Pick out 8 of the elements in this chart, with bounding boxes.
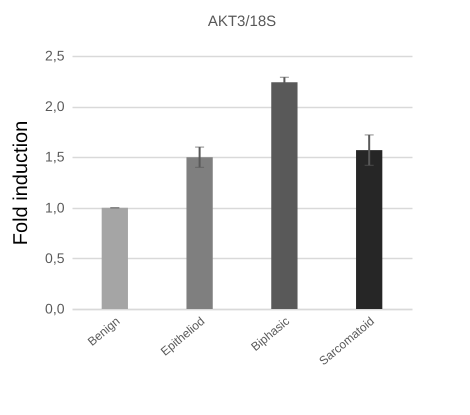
chart-title: AKT3/18S — [208, 13, 276, 30]
y-tick-label: 0,0 — [45, 300, 65, 316]
y-tick-label: 1,5 — [45, 148, 65, 165]
y-axis-title: Fold induction — [10, 120, 32, 246]
y-tick-label: 1,0 — [45, 199, 65, 216]
y-tick-label: 0,5 — [45, 250, 65, 266]
y-tick-label: 2,0 — [45, 98, 65, 114]
y-tick-label: 2,5 — [45, 48, 65, 64]
